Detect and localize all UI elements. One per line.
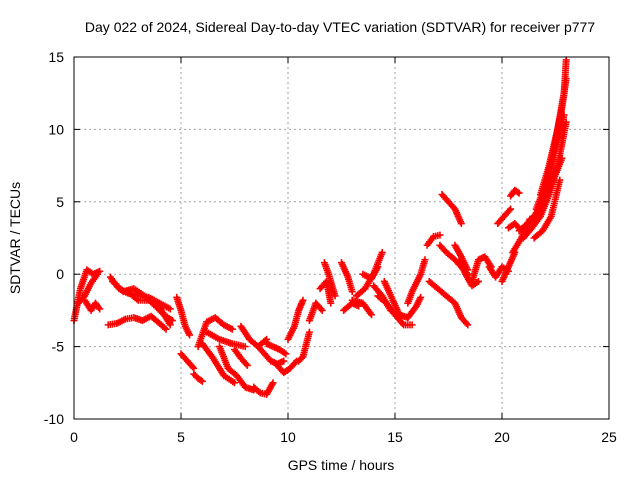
data-point	[556, 176, 564, 184]
data-point	[95, 304, 103, 312]
data-point	[243, 361, 251, 369]
data-point	[198, 377, 206, 385]
data-point	[231, 379, 238, 387]
data-point	[348, 288, 356, 296]
y-tick-label: 15	[48, 49, 64, 65]
data-point	[331, 292, 339, 300]
x-tick-label: 20	[494, 429, 510, 445]
grid	[74, 57, 609, 419]
data-point	[514, 188, 522, 196]
data-point	[318, 306, 326, 314]
data-point	[562, 56, 570, 64]
y-tick-label: -5	[52, 339, 65, 355]
data-point	[166, 321, 174, 329]
plot-frame	[73, 56, 610, 420]
x-tick-label: 0	[70, 429, 78, 445]
y-axis-label: SDTVAR / TECUs	[7, 182, 23, 294]
y-tick-label: -10	[44, 411, 64, 427]
data-point	[374, 263, 382, 271]
y-tick-label: 5	[56, 194, 64, 210]
data-point	[436, 231, 444, 239]
data-point	[305, 328, 313, 336]
data-point	[280, 357, 288, 365]
data-point	[94, 270, 102, 278]
data-point	[133, 295, 141, 303]
data-point	[299, 296, 307, 304]
data-point	[162, 325, 170, 333]
chart-title: Day 022 of 2024, Sidereal Day-to-day VTE…	[85, 19, 595, 35]
data-point	[96, 305, 104, 313]
x-axis-label: GPS time / hours	[288, 457, 395, 473]
data-point	[197, 376, 205, 384]
data-point	[408, 321, 416, 329]
data-point	[327, 299, 335, 307]
data-point	[291, 359, 299, 367]
data-point	[317, 305, 325, 313]
x-tick-label: 25	[601, 429, 617, 445]
data-point	[464, 321, 472, 329]
data-point	[242, 360, 250, 368]
data-point	[166, 305, 174, 313]
data-point	[282, 350, 290, 358]
data-point	[505, 206, 513, 214]
data-point	[515, 189, 523, 197]
data-points	[70, 56, 570, 398]
data-point	[507, 205, 515, 213]
data-point	[241, 343, 249, 351]
data-point	[398, 319, 406, 327]
data-point	[474, 277, 482, 285]
data-point	[228, 325, 236, 333]
data-point	[186, 331, 194, 339]
axis-ticks: 0 5 10 15 20 25 -10 -5 0 5 10 15	[44, 49, 617, 445]
data-point	[378, 248, 386, 256]
x-tick-label: 10	[280, 429, 296, 445]
data-point	[261, 337, 269, 345]
data-point	[269, 379, 277, 387]
data-point	[457, 220, 465, 228]
y-tick-label: 0	[56, 266, 64, 282]
data-point	[462, 319, 470, 327]
data-point	[367, 311, 375, 319]
data-point	[417, 293, 425, 301]
data-point	[421, 256, 429, 264]
data-point	[189, 363, 197, 371]
y-tick-label: 10	[48, 121, 64, 137]
x-tick-label: 15	[387, 429, 403, 445]
x-tick-label: 5	[177, 429, 185, 445]
